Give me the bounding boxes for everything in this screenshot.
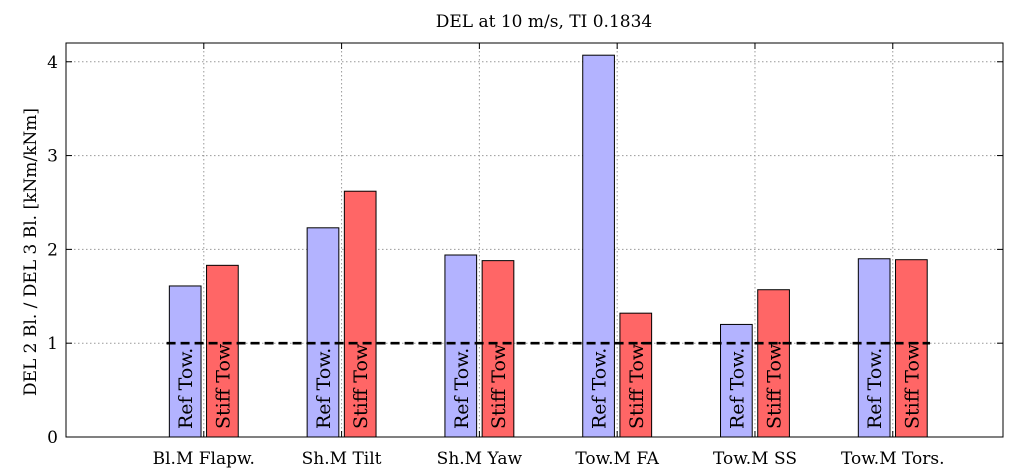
bar-label: Stiff Tow. [212, 340, 234, 429]
bar [343, 190, 377, 438]
y-tick-label: 2 [47, 240, 58, 260]
bar-label: Ref Tow. [451, 348, 473, 429]
x-tick-label: Tow.M FA [575, 449, 659, 469]
bar-label: Stiff Tow. [488, 340, 510, 429]
x-tick-label: Sh.M Yaw [437, 449, 523, 469]
x-axis-ticks: Bl.M Flapw. Sh.M Tilt Sh.M Yaw Tow.M FA Tow.… [153, 43, 945, 469]
bars: Ref Tow. Stiff Tow. Ref Tow. Stiff Tow. Ref … [168, 54, 928, 438]
y-tick-label: 1 [47, 334, 58, 354]
x-tick-label: Tow.M Tors. [841, 449, 945, 469]
bar-label: Stiff Tow. [626, 340, 648, 429]
bar [168, 285, 202, 438]
y-axis-ticks: 0 1 2 3 4 [47, 53, 1003, 448]
bar [895, 259, 928, 438]
y-tick-label: 0 [47, 428, 58, 448]
x-tick-label: Tow.M SS [713, 449, 797, 469]
bar-label: Ref Tow. [175, 348, 197, 429]
bar [481, 260, 515, 438]
y-tick-label: 4 [47, 53, 58, 73]
bar-label: Stiff Tow. [764, 340, 786, 429]
bar [757, 289, 790, 438]
x-tick-label: Bl.M Flapw. [153, 449, 255, 469]
bar-label: Ref Tow. [864, 348, 886, 429]
bar-label: Ref Tow. [726, 348, 748, 429]
bar-label: Stiff Tow. [901, 340, 923, 429]
bar [444, 254, 478, 438]
bar [306, 227, 340, 438]
y-axis-label: DEL 2 Bl. / DEL 3 Bl. [kNm/kNm] [21, 108, 41, 396]
bar-label: Ref Tow. [589, 348, 611, 429]
x-tick-label: Sh.M Tilt [302, 449, 382, 469]
chart-title: DEL at 10 m/s, TI 0.1834 [436, 12, 652, 32]
bar [857, 258, 891, 438]
plot-frame [65, 42, 1004, 438]
bar-label: Ref Tow. [313, 348, 335, 429]
bar [619, 312, 653, 438]
bar [582, 54, 615, 438]
y-tick-label: 3 [47, 147, 58, 167]
bar-label: Stiff Tow. [350, 340, 372, 429]
